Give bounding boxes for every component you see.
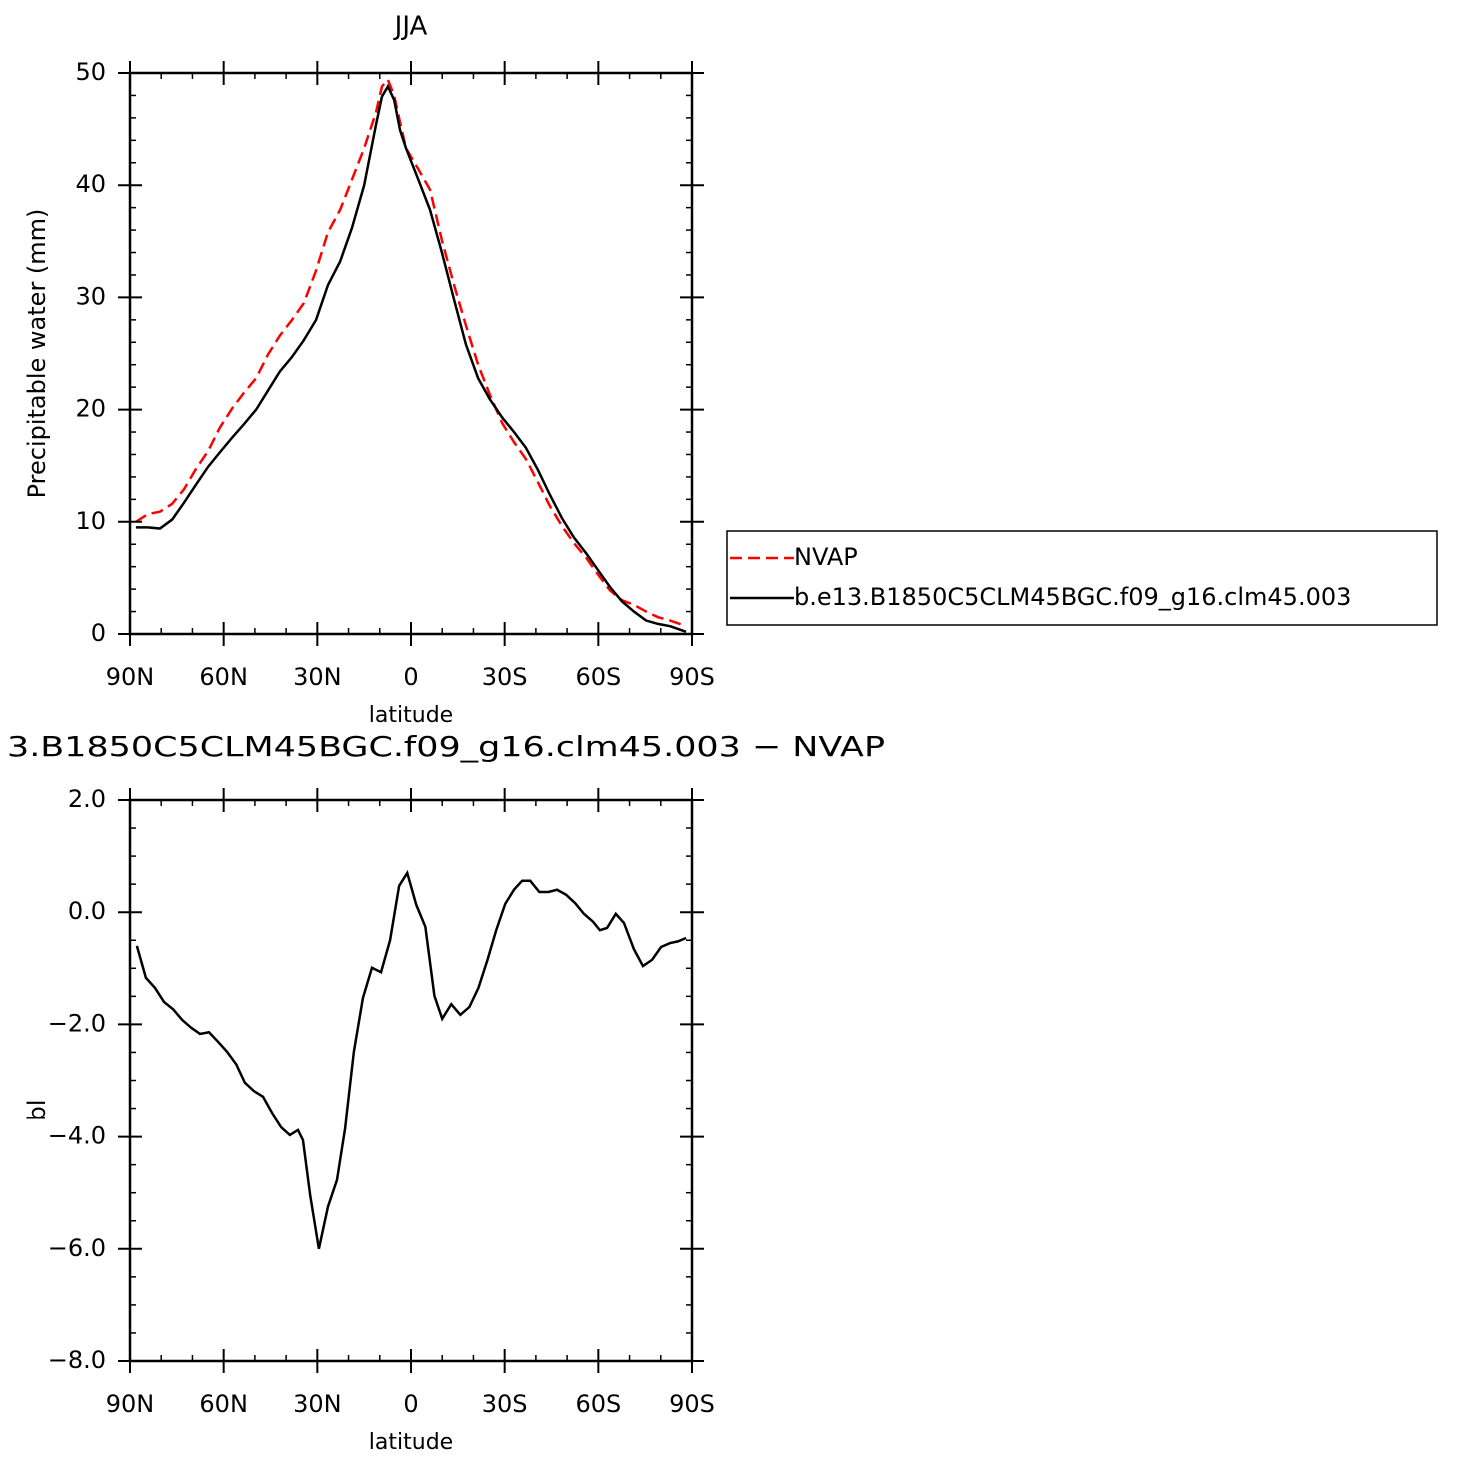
chart-title: JJA <box>393 12 428 42</box>
x-tick-label: 60N <box>199 1390 248 1418</box>
y-tick-label: −6.0 <box>48 1234 106 1262</box>
y-tick-label: 30 <box>75 282 106 310</box>
legend-box <box>726 530 1438 626</box>
legend-label: NVAP <box>794 543 858 571</box>
x-tick-label: 60S <box>575 1390 621 1418</box>
y-tick-label: 0 <box>91 619 106 647</box>
x-tick-label: 90S <box>669 663 715 691</box>
x-tick-label: 0 <box>403 663 418 691</box>
x-tick-label: 60N <box>199 663 248 691</box>
y-tick-label: 0.0 <box>68 897 106 925</box>
x-axis-label: latitude <box>369 1430 453 1455</box>
y-tick-label: 20 <box>75 395 106 423</box>
x-tick-label: 30S <box>482 663 528 691</box>
x-tick-label: 90S <box>669 1390 715 1418</box>
x-axis-label: latitude <box>369 703 453 728</box>
chart-title: 3.B1850C5CLM45BGC.f09_g16.clm45.003 − NV… <box>7 730 885 763</box>
y-tick-label: 40 <box>75 170 106 198</box>
y-axis-label: Precipitable water (mm) <box>23 936 51 1226</box>
legend: NVAP b.e13.B1850C5CLM45BGC.f09_g16.clm45.… <box>726 530 1438 626</box>
y-tick-label: −8.0 <box>48 1346 106 1374</box>
y-tick-label: 10 <box>75 507 106 535</box>
y-tick-label: −2.0 <box>48 1009 106 1037</box>
y-tick-label: 2.0 <box>68 785 106 813</box>
x-tick-label: 60S <box>575 663 621 691</box>
y-axis-label: Precipitable water (mm) <box>23 209 51 499</box>
x-tick-label: 30N <box>293 663 342 691</box>
data-line <box>135 869 687 1250</box>
x-tick-label: 30S <box>482 1390 528 1418</box>
data-line <box>135 77 687 628</box>
x-tick-label: 90N <box>106 1390 155 1418</box>
legend-label: b.e13.B1850C5CLM45BGC.f09_g16.clm45.003 <box>794 583 1351 611</box>
y-tick-label: 50 <box>75 58 106 86</box>
x-tick-label: 30N <box>293 1390 342 1418</box>
data-line <box>135 83 687 633</box>
y-tick-label: −4.0 <box>48 1122 106 1150</box>
x-tick-label: 90N <box>106 663 155 691</box>
plot: 0 10 20 30 40 50 90N 60N 30N 0 30S 60S 90S latitude Pr… <box>23 12 715 729</box>
x-tick-label: 0 <box>403 1390 418 1418</box>
